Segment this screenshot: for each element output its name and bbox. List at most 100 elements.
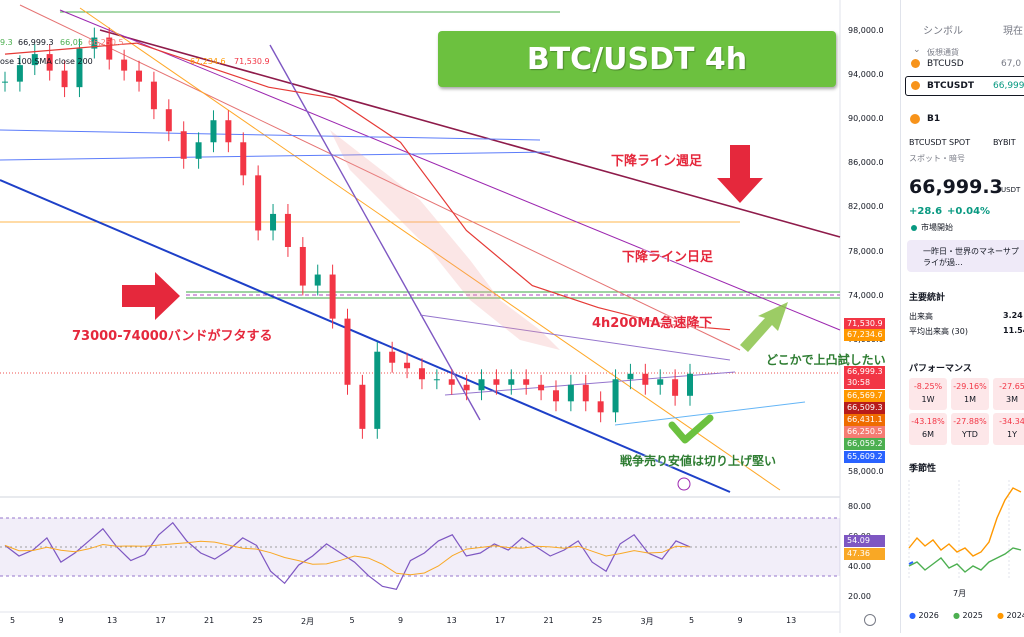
legend-value-2: 66,999.3: [18, 38, 54, 47]
annotation-band: 73000-74000バンドがフタする: [72, 329, 273, 344]
news-card[interactable]: [907, 240, 1024, 272]
price-tag: 30:58: [844, 377, 885, 389]
candle-body: [344, 318, 351, 385]
time-axis-label: 25: [592, 616, 603, 625]
price-axis-label: 58,000.0: [848, 466, 884, 476]
exchange-name[interactable]: BYBIT: [993, 138, 1016, 147]
watchlist-sidebar: シンボル 現在 ⌄ 仮想通貨 BTCUSD 67,0 BTCUSDT 66,99…: [900, 0, 1024, 633]
legend-value-5: 67,234.6: [190, 57, 226, 66]
stat-avg-volume-label: 平均出来高 (30): [909, 327, 968, 336]
tab-now[interactable]: 現在: [1003, 26, 1023, 37]
last-price: 66,999.3: [909, 176, 1003, 198]
time-axis-label: 9: [737, 616, 743, 625]
candle-body: [329, 274, 336, 319]
time-axis-label: 3月: [640, 617, 654, 626]
season-legend-2024[interactable]: ● 2024: [997, 611, 1024, 620]
watchlist-row2-price: 66,999: [993, 81, 1024, 91]
exchange-badge: B1: [927, 114, 941, 124]
price-chart[interactable]: [0, 0, 900, 633]
candle-body: [225, 120, 232, 143]
news-text[interactable]: 一昨日・世界のマネーサプライが過...: [923, 247, 1019, 267]
legend-value-1: 9.3: [0, 38, 13, 47]
seasonality-title: 季節性: [909, 464, 937, 474]
perf-cell-ytd[interactable]: -27.88% YTD: [951, 413, 989, 445]
watchlist-row1-symbol[interactable]: BTCUSD: [927, 59, 964, 69]
perf-cell-1y[interactable]: -34.34 1Y: [993, 413, 1024, 445]
candle-body: [523, 379, 530, 385]
season-legend-2026[interactable]: ● 2026: [909, 611, 939, 620]
time-axis-label: 13: [446, 616, 457, 625]
price-tag: 67,234.6: [844, 329, 885, 341]
annotation-upside-test: どこかで上凸試したい: [766, 353, 886, 367]
candle-body: [240, 142, 247, 176]
chart-area[interactable]: 9.3 66,999.3 66,05 66,250.5 ose 100 SMA …: [0, 0, 900, 633]
price-change-pct: +0.04%: [947, 206, 991, 217]
chevron-down-icon[interactable]: ⌄: [913, 45, 921, 55]
candle-body: [433, 379, 440, 381]
legend-value-6: 71,530.9: [234, 57, 270, 66]
settings-icon[interactable]: [864, 614, 876, 626]
time-axis-label: 2月: [301, 617, 315, 626]
perf-period: 3M: [1006, 395, 1018, 404]
annotation-war-low: 戦争売り安値は切り上げ堅い: [620, 454, 777, 468]
watchlist-row2[interactable]: [905, 76, 1024, 96]
candle-body: [31, 54, 38, 66]
candle-body: [255, 175, 262, 231]
price-tag: 66,250.5: [844, 426, 885, 438]
price-change: +28.6: [909, 206, 943, 217]
perf-value: -8.25%: [913, 382, 943, 391]
candle-body: [389, 351, 396, 363]
candle-body: [76, 48, 83, 88]
candle-body: [314, 274, 321, 286]
watchlist-group-label[interactable]: 仮想通貨: [927, 48, 959, 57]
price-tag: 66,431.1: [844, 414, 885, 426]
seasonality-month: 7月: [953, 589, 967, 598]
seasonality-chart[interactable]: [901, 478, 1024, 588]
candle-body: [46, 54, 53, 71]
coin-icon: [911, 81, 920, 90]
price-tag: 66,569.7: [844, 390, 885, 402]
candle-body: [687, 373, 693, 396]
candle-body: [463, 384, 470, 391]
price-tag: 66,059.2: [844, 438, 885, 450]
candle-body: [538, 384, 545, 391]
perf-cell-3m[interactable]: -27.65 3M: [993, 378, 1024, 410]
perf-value: -29.16%: [953, 382, 987, 391]
perf-period: YTD: [962, 430, 978, 439]
price-axis-label: 78,000.0: [848, 246, 884, 256]
annotation-weekly-line: 下降ライン週足: [611, 154, 703, 169]
market-status-dot: [911, 225, 917, 231]
perf-period: 1W: [921, 395, 935, 404]
price-axis-label: 98,000.0: [848, 26, 884, 36]
tab-symbol[interactable]: シンボル: [923, 26, 963, 37]
perf-title: パフォーマンス: [909, 364, 972, 374]
candle-body: [299, 246, 306, 286]
candle-body: [359, 384, 366, 429]
perf-cell-6m[interactable]: -43.18% 6M: [909, 413, 947, 445]
time-axis-label: 17: [155, 616, 166, 625]
candle-body: [478, 379, 485, 391]
candle-body: [121, 59, 128, 71]
chart-title: BTC/USDT 4h: [526, 41, 748, 77]
time-axis-label: 13: [786, 616, 797, 625]
perf-cell-1m[interactable]: -29.16% 1M: [951, 378, 989, 410]
candle-body: [567, 384, 574, 402]
candle-body: [404, 362, 411, 369]
season-legend-2025[interactable]: ● 2025: [953, 611, 983, 620]
stat-volume-value: 3.24: [1003, 311, 1023, 320]
watchlist-row1-price: 67,0: [1001, 59, 1022, 69]
watchlist-row2-symbol[interactable]: BTCUSDT: [927, 81, 975, 91]
candle-body: [493, 379, 500, 385]
candle-body: [552, 390, 559, 402]
candle-body: [418, 368, 425, 380]
perf-cell-1w[interactable]: -8.25% 1W: [909, 378, 947, 410]
candle-body: [195, 142, 202, 159]
candle-body: [374, 351, 381, 429]
ticker-full[interactable]: BTCUSDT SPOT: [909, 138, 971, 147]
candle-body: [657, 379, 664, 385]
candle-body: [61, 70, 68, 88]
time-axis-label: 9: [398, 616, 404, 625]
annotation-daily-line: 下降ライン日足: [622, 250, 714, 265]
candle-body: [642, 373, 649, 385]
candle-body: [284, 213, 291, 247]
